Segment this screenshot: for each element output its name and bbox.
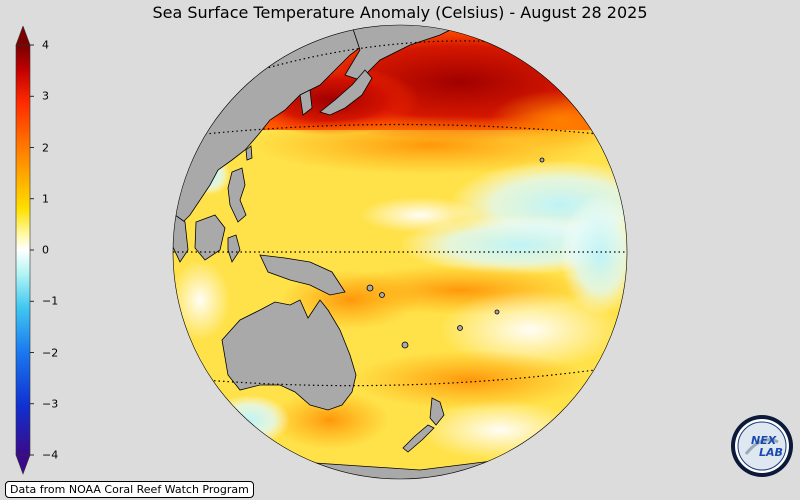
map-title: Sea Surface Temperature Anomaly (Celsius… (152, 3, 648, 22)
new-guinea-landmass (259, 254, 346, 296)
tick-label-4: 4 (42, 38, 49, 52)
sulawesi-landmass (227, 234, 241, 263)
tick-label-3: 3 (42, 89, 49, 103)
australia-landmass (221, 299, 357, 411)
philippines-landmass (227, 167, 247, 223)
korea-landmass (299, 89, 313, 116)
japan-landmass (319, 69, 373, 116)
malay-peninsula-landmass (173, 214, 189, 263)
tick-label-1: 1 (42, 192, 49, 206)
tick-label-neg2: −2 (42, 346, 59, 359)
logo-text-nex: NEX (751, 434, 777, 447)
ocean-anomaly-field (173, 25, 627, 479)
tick-label-neg3: −3 (42, 397, 59, 411)
tick-label-neg4: −4 (42, 448, 59, 462)
nex-lab-logo: NEX LAB (731, 415, 793, 477)
graticule (173, 40, 627, 387)
tick-label-0: 0 (42, 243, 49, 257)
globe-outline (172, 24, 628, 480)
russia-far-east-landmass (344, 25, 471, 81)
colorbar-svg (15, 25, 34, 475)
new-zealand-north-landmass (429, 397, 445, 426)
tick-label-2: 2 (42, 141, 49, 154)
colorbar-ticks (30, 44, 34, 456)
colorbar-min-extend (15, 454, 31, 475)
new-zealand-south-landmass (402, 424, 435, 453)
taiwan-landmass (245, 145, 253, 161)
logo-text-lab: LAB (759, 446, 783, 459)
colorbar: 4 3 2 1 0 −1 −2 −3 −4 (14, 25, 74, 476)
borneo-landmass (194, 214, 226, 261)
data-credit-label: Data from NOAA Coral Reef Watch Program (5, 481, 254, 498)
tick-label-neg1: −1 (42, 294, 59, 308)
